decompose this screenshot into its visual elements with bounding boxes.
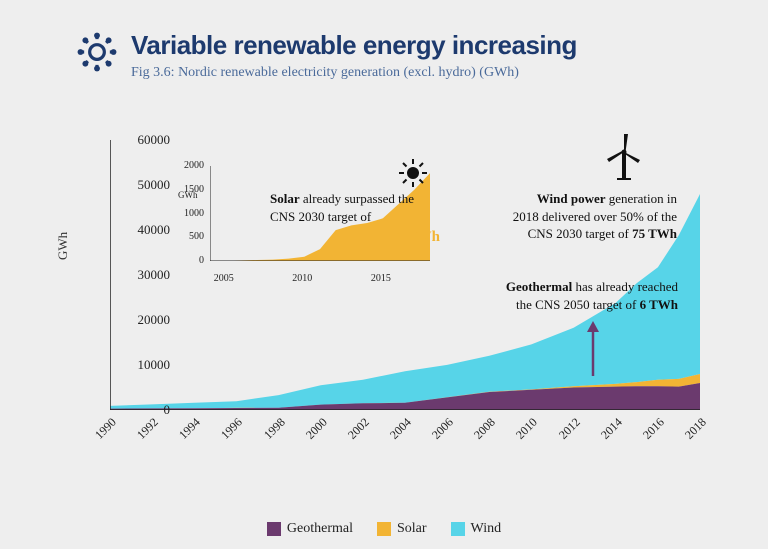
page-title: Variable renewable energy increasing bbox=[131, 30, 577, 61]
y-tick-label: 40000 bbox=[110, 222, 170, 238]
x-tick-label: 2002 bbox=[345, 415, 373, 443]
gear-icon bbox=[75, 30, 119, 74]
wind-turbine-icon bbox=[605, 132, 643, 180]
annotation-solar: Solar already surpassed the CNS 2030 tar… bbox=[270, 190, 440, 247]
annotation-wind: Wind power generation in 2018 delivered … bbox=[512, 190, 677, 243]
x-tick-label: 2012 bbox=[556, 415, 584, 443]
legend: Geothermal Solar Wind bbox=[0, 521, 768, 537]
arrow-icon bbox=[578, 318, 608, 378]
legend-swatch bbox=[451, 522, 465, 536]
x-tick-label: 1992 bbox=[134, 415, 162, 443]
x-tick-label: 2008 bbox=[471, 415, 499, 443]
legend-swatch bbox=[377, 522, 391, 536]
x-tick-label: 2018 bbox=[682, 415, 710, 443]
x-tick-label: 2000 bbox=[303, 415, 331, 443]
x-tick-label: 2010 bbox=[513, 415, 541, 443]
y-tick-label: 10000 bbox=[110, 357, 170, 373]
sun-icon bbox=[398, 158, 428, 188]
x-tick-label: 2014 bbox=[598, 415, 626, 443]
x-tick-label: 1996 bbox=[218, 415, 246, 443]
legend-item-wind: Wind bbox=[451, 521, 502, 537]
x-tick-label: 2006 bbox=[429, 415, 457, 443]
y-tick-label: 50000 bbox=[110, 177, 170, 193]
x-tick-label: 1998 bbox=[261, 415, 289, 443]
y-tick-label: 20000 bbox=[110, 312, 170, 328]
x-tick-label: 2016 bbox=[640, 415, 668, 443]
header: Variable renewable energy increasing Fig… bbox=[75, 30, 577, 81]
annotation-solar-value: 1 TWh bbox=[270, 227, 440, 247]
y-tick-label: 30000 bbox=[110, 267, 170, 283]
legend-item-geothermal: Geothermal bbox=[267, 521, 353, 537]
x-tick-label: 1990 bbox=[92, 415, 120, 443]
x-tick-label: 1994 bbox=[176, 415, 204, 443]
annotation-geothermal: Geothermal has already reached the CNS 2… bbox=[498, 278, 678, 313]
legend-swatch bbox=[267, 522, 281, 536]
y-tick-label: 0 bbox=[110, 402, 170, 418]
y-axis-label: GWh bbox=[55, 232, 71, 260]
page-subtitle: Fig 3.6: Nordic renewable electricity ge… bbox=[131, 65, 577, 81]
y-tick-label: 60000 bbox=[110, 132, 170, 148]
x-tick-label: 2004 bbox=[387, 415, 415, 443]
legend-item-solar: Solar bbox=[377, 521, 427, 537]
